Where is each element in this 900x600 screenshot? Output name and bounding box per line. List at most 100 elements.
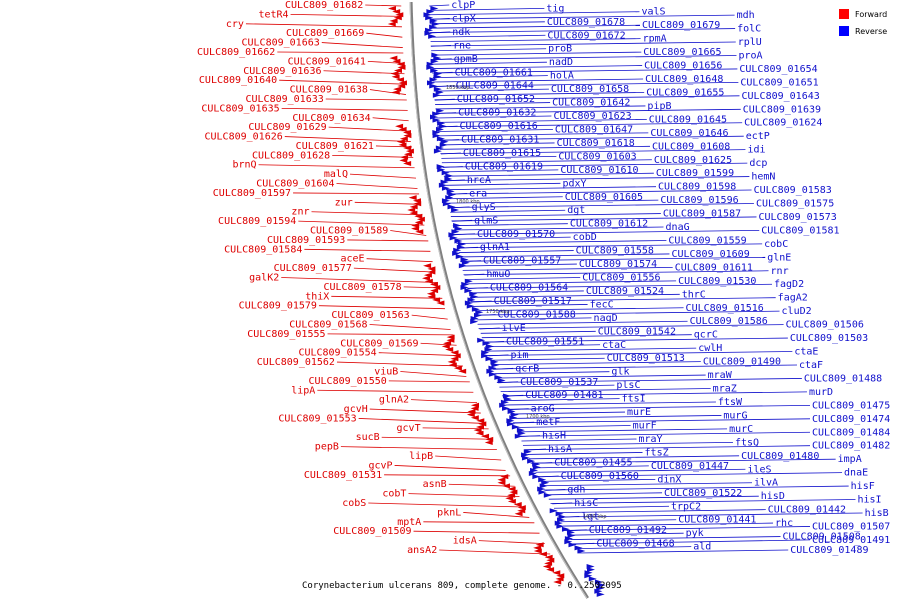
- reverse-connector: [431, 55, 737, 60]
- reverse-gene-arrow: [530, 467, 539, 473]
- reverse-gene-label: CULC809_01516: [686, 303, 764, 314]
- forward-gene-arrow: [458, 368, 467, 374]
- forward-connector: [422, 427, 489, 430]
- reverse-connector: [535, 468, 746, 473]
- forward-gene-arrow: [475, 430, 484, 436]
- forward-connector: [394, 465, 506, 471]
- reverse-gene-arrow: [473, 312, 482, 318]
- reverse-connector: [433, 88, 549, 92]
- reverse-gene-label: valS: [641, 7, 665, 18]
- reverse-gene-label: CULC809_01488: [804, 373, 882, 384]
- forward-connector: [463, 512, 530, 518]
- forward-gene-label: CULC809_01553: [278, 413, 356, 424]
- reverse-gene-arrow: [574, 545, 583, 551]
- reverse-connector: [431, 48, 547, 52]
- forward-gene-arrow: [484, 440, 493, 445]
- forward-gene-label: aceE: [340, 254, 364, 265]
- reverse-gene-arrow: [439, 142, 448, 148]
- reverse-connector: [439, 142, 555, 146]
- reverse-connector: [430, 28, 736, 33]
- reverse-gene-arrow: [438, 182, 447, 188]
- reverse-gene-label: murC: [729, 424, 753, 435]
- reverse-gene-arrow: [577, 548, 586, 554]
- reverse-connector: [500, 388, 711, 392]
- tick-1800: 1800 kbp: [456, 199, 480, 205]
- forward-gene-arrow: [429, 281, 438, 287]
- forward-gene-arrow: [408, 195, 417, 201]
- reverse-connector: [495, 374, 706, 379]
- reverse-gene-label: CULC809_01537: [520, 377, 598, 388]
- forward-gene-label: viuB: [374, 366, 398, 377]
- reverse-gene-arrow: [528, 471, 537, 476]
- reverse-connector: [522, 441, 733, 446]
- forward-gene-label: CULC809_01555: [247, 329, 325, 340]
- reverse-gene-arrow: [438, 123, 447, 129]
- reverse-connector: [432, 68, 738, 74]
- reverse-gene-label: CULC809_01599: [656, 168, 734, 179]
- forward-gene-arrow: [414, 213, 423, 219]
- reverse-gene-label: rhc: [775, 518, 793, 529]
- forward-gene-arrow: [538, 551, 547, 557]
- forward-connector: [478, 540, 545, 545]
- forward-gene-label: gcvT: [397, 423, 421, 434]
- reverse-connector: [446, 186, 657, 191]
- reverse-gene-arrow: [432, 133, 441, 139]
- reverse-gene-label: ftsW: [718, 397, 743, 408]
- reverse-gene-label: hemN: [751, 172, 775, 183]
- reverse-gene-label: CULC809_01551: [506, 336, 584, 347]
- forward-connector: [328, 126, 410, 132]
- forward-gene-arrow: [430, 288, 439, 294]
- reverse-connector: [442, 166, 463, 168]
- reverse-gene-arrow: [521, 455, 530, 461]
- reverse-gene-label: ndk: [452, 27, 470, 38]
- forward-gene-label: znr: [291, 207, 309, 218]
- forward-gene-arrow: [403, 151, 412, 157]
- reverse-gene-arrow: [503, 396, 512, 402]
- forward-connector: [358, 418, 485, 424]
- forward-gene-label: CULC809_01509: [333, 526, 411, 537]
- reverse-gene-arrow: [558, 514, 567, 520]
- forward-gene-arrow: [399, 136, 408, 142]
- reverse-gene-arrow: [471, 306, 480, 312]
- forward-gene-label: cobT: [382, 489, 406, 500]
- connector-lines: [245, 4, 863, 555]
- reverse-gene-arrow: [433, 148, 442, 154]
- reverse-gene-arrow: [470, 319, 479, 325]
- forward-gene-arrow: [552, 570, 561, 576]
- reverse-connector: [578, 549, 789, 554]
- reverse-gene-label: CULC809_01492: [589, 525, 667, 536]
- forward-connector: [435, 455, 502, 461]
- reverse-gene-label: dcp: [749, 158, 767, 169]
- reverse-gene-arrow: [594, 588, 603, 594]
- reverse-gene-label: ectP: [746, 131, 770, 142]
- forward-gene-arrow: [411, 226, 420, 232]
- forward-gene-arrow: [450, 350, 459, 356]
- reverse-connector: [527, 452, 643, 455]
- reverse-gene-label: CULC809_01632: [458, 108, 536, 119]
- legend-forward-label: Forward: [855, 10, 887, 19]
- reverse-gene-label: CULC809_01475: [812, 400, 890, 411]
- reverse-gene-arrow: [454, 226, 463, 232]
- reverse-connector: [430, 31, 451, 34]
- forward-gene-label: CULC809_01597: [213, 188, 291, 199]
- forward-gene-arrow: [546, 557, 555, 563]
- forward-gene-arrow: [423, 263, 432, 269]
- reverse-gene-label: CULC809_01542: [598, 326, 676, 337]
- reverse-gene-arrow: [584, 573, 593, 579]
- forward-gene-arrow: [450, 356, 459, 362]
- reverse-connector: [429, 18, 450, 20]
- forward-connector: [331, 295, 443, 299]
- reverse-connector: [436, 112, 457, 115]
- reverse-connector: [452, 223, 568, 227]
- reverse-gene-label: cwlH: [698, 343, 722, 354]
- forward-gene-arrow: [507, 486, 516, 492]
- forward-gene-arrow: [396, 77, 405, 83]
- reverse-connector: [479, 327, 500, 330]
- reverse-gene-label: CULC809_01503: [790, 333, 868, 344]
- reverse-connector: [501, 391, 807, 397]
- reverse-gene-label: CULC809_01652: [457, 94, 535, 105]
- reverse-connector: [482, 337, 788, 343]
- reverse-gene-label: pyk: [686, 528, 704, 539]
- reverse-gene-label: hrcA: [467, 175, 491, 186]
